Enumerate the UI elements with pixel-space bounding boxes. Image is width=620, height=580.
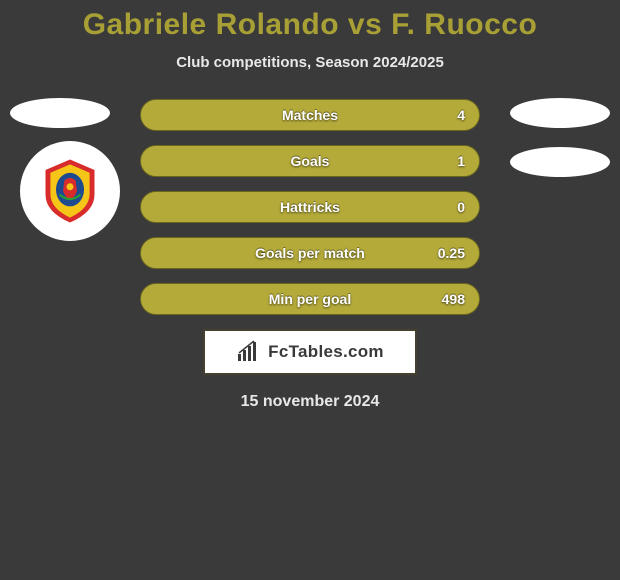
player-right-placeholder-1: [510, 98, 610, 128]
chart-icon: [236, 340, 260, 364]
stat-value: 1: [457, 146, 465, 176]
stat-value: 0: [457, 192, 465, 222]
club-badge: [20, 141, 120, 241]
stat-row-matches: Matches 4: [140, 99, 480, 131]
stat-label: Goals: [141, 146, 479, 176]
stat-label: Min per goal: [141, 284, 479, 314]
fctables-label: FcTables.com: [268, 342, 384, 362]
stat-row-hattricks: Hattricks 0: [140, 191, 480, 223]
stat-row-min-per-goal: Min per goal 498: [140, 283, 480, 315]
stats-area: Matches 4 Goals 1 Hattricks 0 Goals per …: [0, 99, 620, 411]
stat-label: Goals per match: [141, 238, 479, 268]
stat-value: 0.25: [438, 238, 465, 268]
stat-label: Matches: [141, 100, 479, 130]
club-crest-icon: [35, 156, 105, 226]
page-title: Gabriele Rolando vs F. Ruocco: [0, 8, 620, 42]
date: 15 november 2024: [0, 393, 620, 411]
stat-value: 4: [457, 100, 465, 130]
stat-rows: Matches 4 Goals 1 Hattricks 0 Goals per …: [140, 99, 480, 315]
stat-row-goals-per-match: Goals per match 0.25: [140, 237, 480, 269]
subtitle: Club competitions, Season 2024/2025: [0, 54, 620, 71]
stat-row-goals: Goals 1: [140, 145, 480, 177]
stat-label: Hattricks: [141, 192, 479, 222]
stat-value: 498: [442, 284, 465, 314]
player-right-placeholder-2: [510, 147, 610, 177]
fctables-badge[interactable]: FcTables.com: [203, 329, 417, 375]
player-left-placeholder: [10, 98, 110, 128]
